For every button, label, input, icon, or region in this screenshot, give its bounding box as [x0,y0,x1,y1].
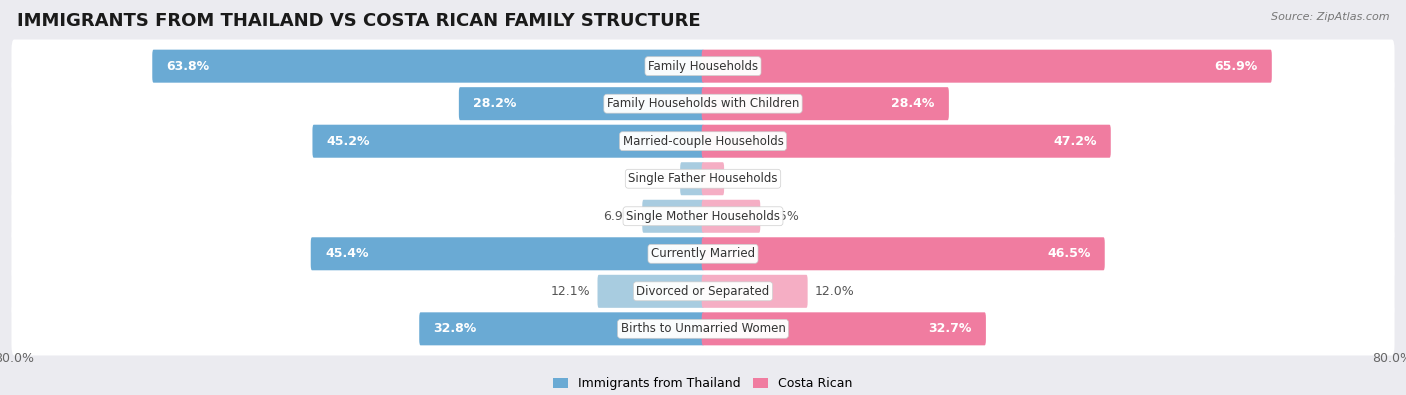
FancyBboxPatch shape [681,162,704,195]
FancyBboxPatch shape [702,125,1111,158]
FancyBboxPatch shape [11,115,1395,168]
Text: Family Households: Family Households [648,60,758,73]
Text: Family Households with Children: Family Households with Children [607,97,799,110]
FancyBboxPatch shape [458,87,704,120]
Text: IMMIGRANTS FROM THAILAND VS COSTA RICAN FAMILY STRUCTURE: IMMIGRANTS FROM THAILAND VS COSTA RICAN … [17,12,700,30]
Text: 2.3%: 2.3% [731,172,763,185]
Text: 45.2%: 45.2% [326,135,370,148]
FancyBboxPatch shape [643,200,704,233]
FancyBboxPatch shape [419,312,704,345]
FancyBboxPatch shape [11,302,1395,356]
Text: 32.7%: 32.7% [928,322,972,335]
Legend: Immigrants from Thailand, Costa Rican: Immigrants from Thailand, Costa Rican [548,372,858,395]
FancyBboxPatch shape [702,87,949,120]
Text: Single Father Households: Single Father Households [628,172,778,185]
Text: Divorced or Separated: Divorced or Separated [637,285,769,298]
Text: 6.5%: 6.5% [768,210,800,223]
Text: 46.5%: 46.5% [1047,247,1091,260]
FancyBboxPatch shape [11,227,1395,280]
FancyBboxPatch shape [11,265,1395,318]
Text: 47.2%: 47.2% [1053,135,1097,148]
FancyBboxPatch shape [152,50,704,83]
FancyBboxPatch shape [312,125,704,158]
Text: 28.4%: 28.4% [891,97,935,110]
Text: 28.2%: 28.2% [472,97,516,110]
FancyBboxPatch shape [11,40,1395,93]
Text: Married-couple Households: Married-couple Households [623,135,783,148]
Text: 12.1%: 12.1% [551,285,591,298]
Text: 63.8%: 63.8% [166,60,209,73]
FancyBboxPatch shape [702,50,1272,83]
FancyBboxPatch shape [11,152,1395,205]
Text: Currently Married: Currently Married [651,247,755,260]
FancyBboxPatch shape [702,200,761,233]
FancyBboxPatch shape [11,77,1395,130]
Text: Births to Unmarried Women: Births to Unmarried Women [620,322,786,335]
FancyBboxPatch shape [702,237,1105,270]
FancyBboxPatch shape [702,312,986,345]
Text: 2.5%: 2.5% [641,172,673,185]
Text: 32.8%: 32.8% [433,322,477,335]
FancyBboxPatch shape [311,237,704,270]
Text: 65.9%: 65.9% [1215,60,1257,73]
Text: Single Mother Households: Single Mother Households [626,210,780,223]
FancyBboxPatch shape [702,162,724,195]
FancyBboxPatch shape [598,275,704,308]
Text: 45.4%: 45.4% [325,247,368,260]
FancyBboxPatch shape [11,190,1395,243]
FancyBboxPatch shape [702,275,807,308]
Text: 12.0%: 12.0% [815,285,855,298]
Text: Source: ZipAtlas.com: Source: ZipAtlas.com [1271,12,1389,22]
Text: 6.9%: 6.9% [603,210,636,223]
